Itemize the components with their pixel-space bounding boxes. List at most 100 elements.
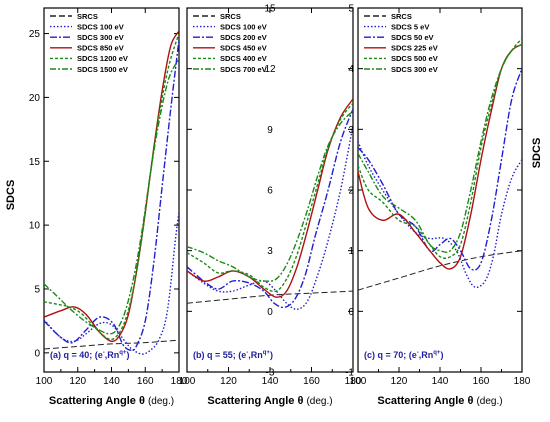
x-axis-title-unit: (deg.) [476,396,502,407]
legend-label: SRCS [77,12,98,21]
y-tick-label: 10 [29,221,41,232]
series-line-s3 [187,98,353,298]
x-tick-label: 160 [473,376,490,387]
legend-label: SDCS 1200 eV [77,54,128,63]
panel-label-text: ) [440,350,443,360]
panel-label-sup: - [246,350,248,356]
series-group [187,98,353,311]
x-tick-label: 100 [36,376,53,387]
legend-label: SDCS 1500 eV [77,65,128,74]
x-tick-label: 160 [137,376,154,387]
legend-label: SDCS 100 eV [77,22,124,31]
y-tick-label: 6 [267,186,273,197]
legend-label: SDCS 400 eV [220,54,267,63]
x-axis-title-main: Scattering Angle θ [207,395,306,407]
panel-label: (b) q = 55; (e-,Rnq+) [193,350,273,360]
plot-frame [186,7,354,373]
series-line-SRCS [44,339,179,350]
series-group [358,37,522,291]
y-tick-label: 15 [264,4,276,15]
y-tick-label: -1 [345,368,354,379]
series-line-s3 [44,30,179,343]
y-tick-label: 12 [264,64,276,75]
x-axis-title: Scattering Angle θ (deg.) [207,395,332,407]
series-group [44,30,179,355]
x-tick-label: 100 [350,376,367,387]
panel-label-text: (c) q = 70; (e [364,350,417,360]
y-tick-label: 2 [348,186,354,197]
series-line-s1 [187,125,353,311]
x-tick-label: 140 [103,376,120,387]
x-tick-label: 140 [262,376,279,387]
x-tick-label: 180 [345,376,362,387]
legend-label: SDCS 700 eV [220,65,267,74]
series-line-s5 [187,110,353,282]
panel-label-sup: q+ [433,350,441,356]
x-tick-label: 100 [179,376,196,387]
series-line-s1 [358,141,522,289]
x-tick-label: 180 [171,376,188,387]
y-tick-label: 3 [267,246,273,257]
legend-label: SDCS 850 eV [77,44,124,53]
panel-label-text: ,Rn [419,350,434,360]
legend-label: SRCS [391,12,412,21]
panel-label-sup: q+ [119,350,127,356]
panel-label-sup: - [417,350,419,356]
panel-label-text: ,Rn [248,350,263,360]
panel-label-text: ,Rn [105,350,120,360]
y-tick-label: 15 [29,157,41,168]
series-line-s2 [358,68,522,271]
x-tick-label: 120 [69,376,86,387]
y-tick-label: 4 [348,64,354,75]
series-line-s3 [358,43,522,270]
legend-label: SDCS 225 eV [391,44,438,53]
x-tick-label: 140 [432,376,449,387]
plot-frame [43,7,180,373]
y-tick-label: 0 [34,348,40,359]
y-tick-label: 5 [34,284,40,295]
y-tick-label: 25 [29,29,41,40]
legend-label: SRCS [220,12,241,21]
y-tick-label: 1 [348,246,354,257]
series-line-s2 [187,108,353,309]
x-axis-title: Scattering Angle θ (deg.) [49,395,174,407]
y-tick-label: 0 [348,307,354,318]
legend-label: SDCS 300 eV [77,33,124,42]
panel-label: (c) q = 70; (e-,Rnq+) [364,350,443,360]
y-tick-label: 20 [29,93,41,104]
plot-frame [357,7,523,373]
legend-label: SDCS 450 eV [220,44,267,53]
panel-label: (a) q = 40; (e-,Rnq+) [50,350,129,360]
y-tick-label: 3 [348,125,354,136]
x-tick-label: 120 [220,376,237,387]
y-tick-label: -3 [266,368,275,379]
legend-label: SDCS 100 eV [220,22,267,31]
legend-label: SDCS 50 eV [391,33,434,42]
panel-label-text: (b) q = 55; (e [193,350,246,360]
legend-label: SDCS 300 eV [391,65,438,74]
legend-label: SDCS 200 eV [220,33,267,42]
panel-label-sup: q+ [263,350,271,356]
x-tick-label: 160 [303,376,320,387]
panel-label-text: ) [270,350,273,360]
y-tick-label: 9 [267,125,273,136]
series-line-s4 [44,33,179,341]
x-axis-title-main: Scattering Angle θ [377,395,476,407]
series-line-s4 [358,37,522,259]
series-line-s4 [187,102,353,293]
x-axis-title-unit: (deg.) [148,396,174,407]
y-tick-label: 5 [348,4,354,15]
x-axis-title-main: Scattering Angle θ [49,395,148,407]
legend-label: SDCS 5 eV [391,22,429,31]
legend-label: SDCS 500 eV [391,54,438,63]
x-axis-title-unit: (deg.) [306,396,332,407]
